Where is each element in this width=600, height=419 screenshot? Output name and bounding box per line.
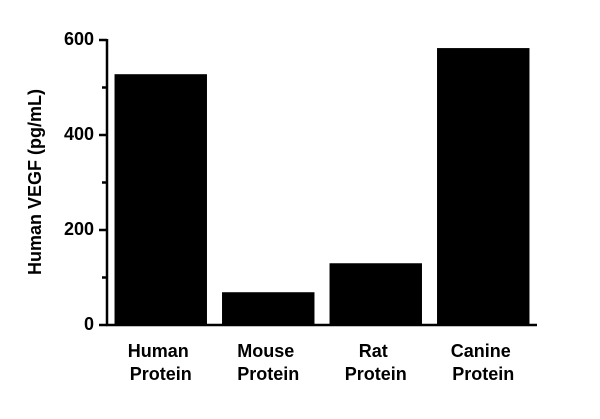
x-tick-label: Rat Protein xyxy=(345,341,407,384)
x-tick-label: Human Protein xyxy=(128,341,194,384)
y-tick-label: 400 xyxy=(64,124,94,144)
x-tick-label: Canine Protein xyxy=(451,341,516,384)
x-tick-label: Mouse Protein xyxy=(237,341,299,384)
bar xyxy=(437,48,530,325)
bar xyxy=(329,263,422,325)
y-tick-label: 200 xyxy=(64,219,94,239)
y-axis-label: Human VEGF (pg/mL) xyxy=(25,89,45,275)
bar xyxy=(114,74,207,325)
y-tick-label: 0 xyxy=(84,314,94,334)
bar xyxy=(222,292,315,325)
y-tick-label: 600 xyxy=(64,29,94,49)
